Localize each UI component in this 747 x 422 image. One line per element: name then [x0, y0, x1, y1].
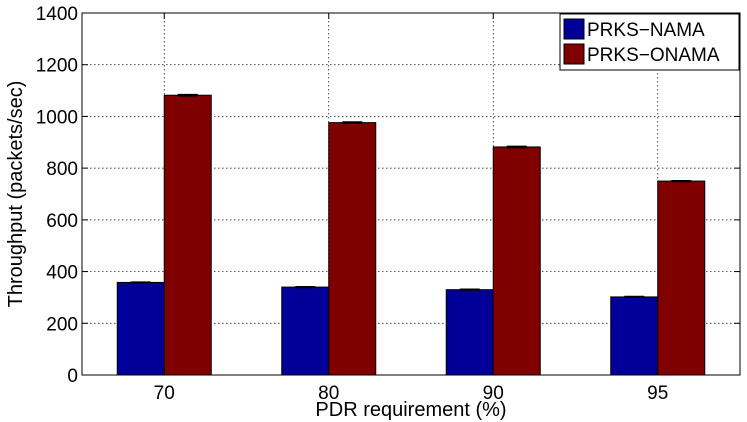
- x-axis-label: PDR requirement (%): [315, 399, 506, 421]
- bar-prks-onama-95: [657, 180, 706, 376]
- legend-swatch-prks-nama: [563, 18, 585, 40]
- x-tick-label: 90: [483, 383, 504, 404]
- y-tick-label: 0: [67, 366, 78, 387]
- y-tick-label: 400: [46, 263, 78, 284]
- y-tick-label: 600: [46, 211, 78, 232]
- x-tick-label: 80: [318, 383, 339, 404]
- bar-prks-nama-70: [116, 281, 165, 376]
- x-tick-label: 95: [647, 383, 668, 404]
- bar-prks-onama-90: [492, 146, 541, 376]
- y-tick-label: 1200: [36, 56, 78, 77]
- bar-prks-nama-90: [445, 289, 494, 376]
- y-axis-label: Throughput (packets/sec): [5, 81, 27, 308]
- x-tick-label: 70: [154, 383, 175, 404]
- y-tick-label: 200: [46, 314, 78, 335]
- legend-label-prks-onama: PRKS−ONAMA: [587, 45, 720, 66]
- legend-swatch-prks-onama: [563, 43, 585, 65]
- legend-box: [559, 13, 740, 71]
- legend-label-prks-nama: PRKS−NAMA: [587, 20, 705, 41]
- bar-prks-onama-80: [328, 122, 377, 376]
- y-tick-label: 1400: [36, 4, 78, 25]
- legend: PRKS−NAMA PRKS−ONAMA: [559, 13, 740, 71]
- bars: [116, 93, 706, 376]
- bar-prks-nama-95: [610, 296, 659, 376]
- y-tick-label: 1000: [36, 107, 78, 128]
- bar-prks-onama-70: [163, 94, 212, 376]
- plot-frame: [81, 12, 741, 376]
- axis-ticks: 0 200 400 600 800 1000 1200 1400 70 80 90 95: [36, 4, 740, 404]
- y-tick-label: 800: [46, 159, 78, 180]
- bar-prks-nama-80: [281, 286, 330, 376]
